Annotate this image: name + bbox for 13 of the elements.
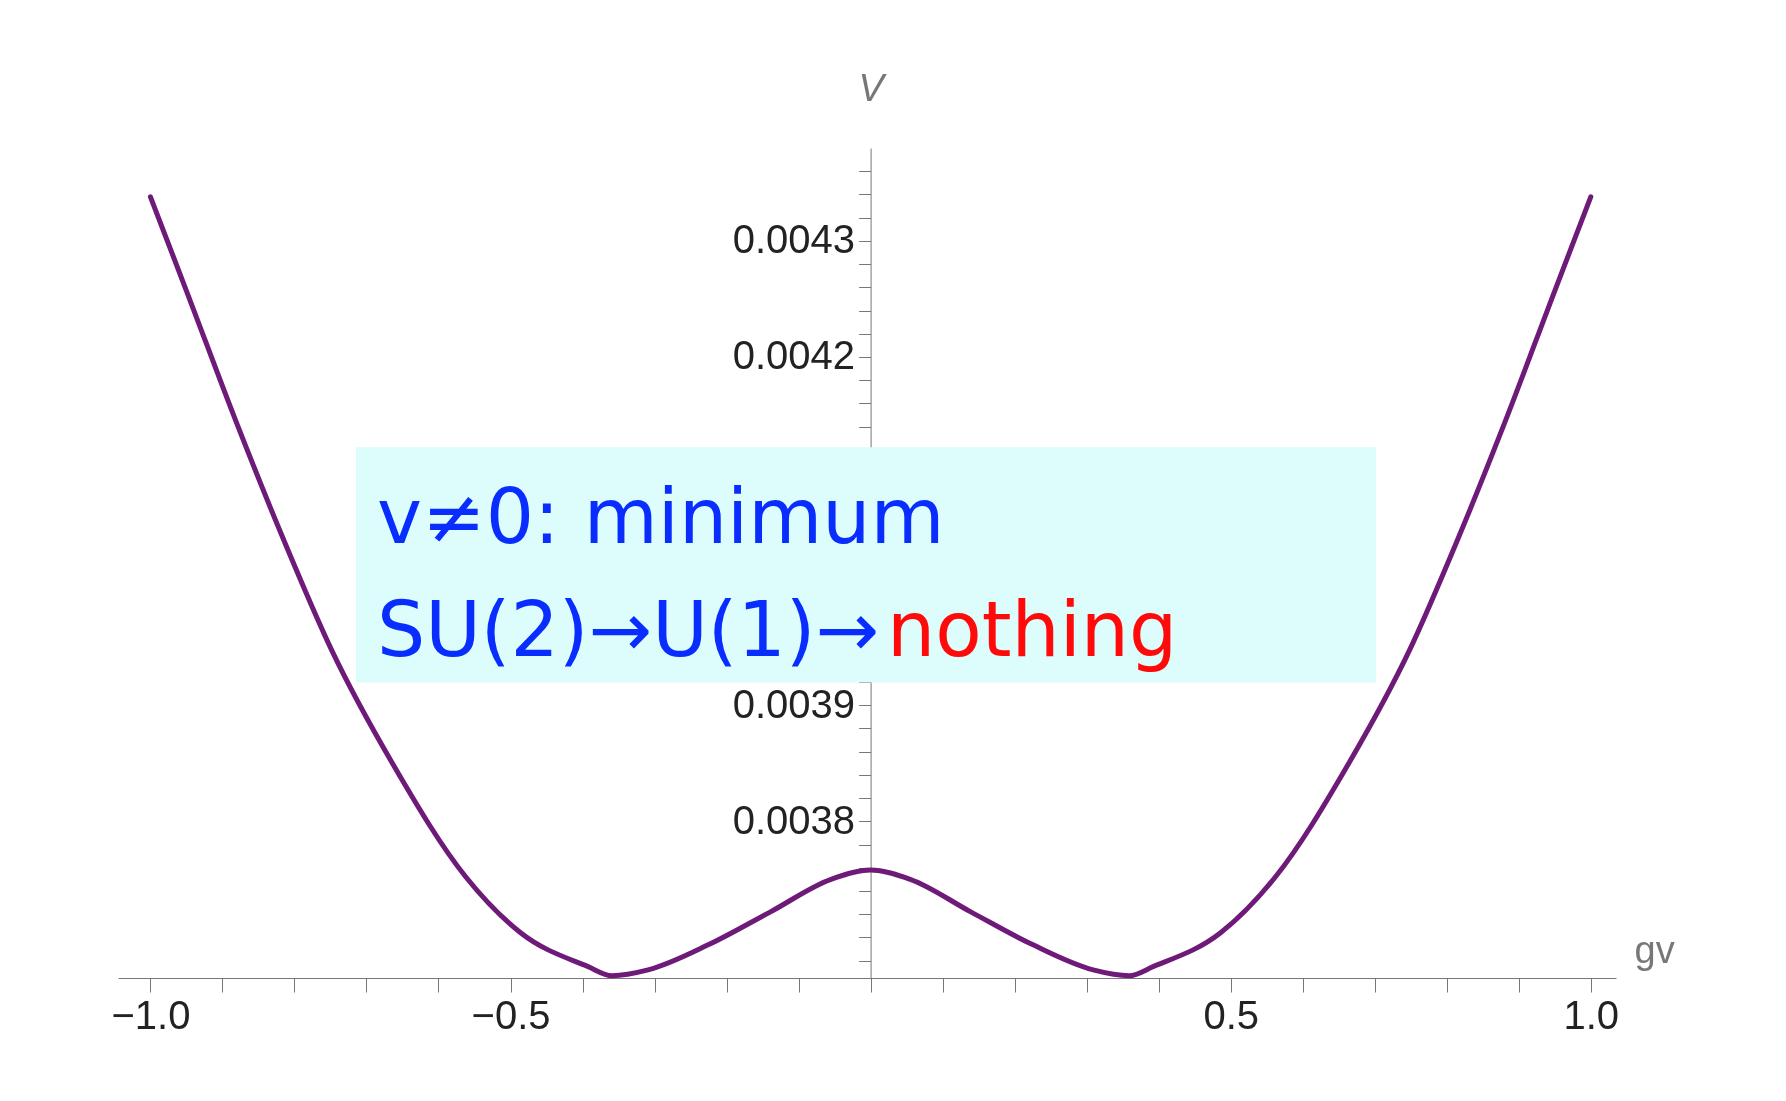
y-tick-label: 0.0039 xyxy=(732,681,856,726)
x-tick-label: 1.0 xyxy=(1563,992,1620,1037)
annotation: SU(2)→U(1)→ xyxy=(377,585,880,675)
annotation: v≠0: minimum xyxy=(377,471,945,561)
y-tick-label: 0.0043 xyxy=(732,217,856,262)
y-tick-label: 0.0038 xyxy=(732,797,856,842)
annotation: nothing xyxy=(887,585,1178,675)
y-axis-title: V xyxy=(858,66,888,109)
x-axis-title: gv xyxy=(1634,928,1675,971)
y-tick-label: 0.0042 xyxy=(732,333,856,378)
x-tick-label: −1.0 xyxy=(111,992,191,1037)
x-tick-label: 0.5 xyxy=(1203,992,1259,1037)
x-tick-label: −0.5 xyxy=(471,992,551,1037)
